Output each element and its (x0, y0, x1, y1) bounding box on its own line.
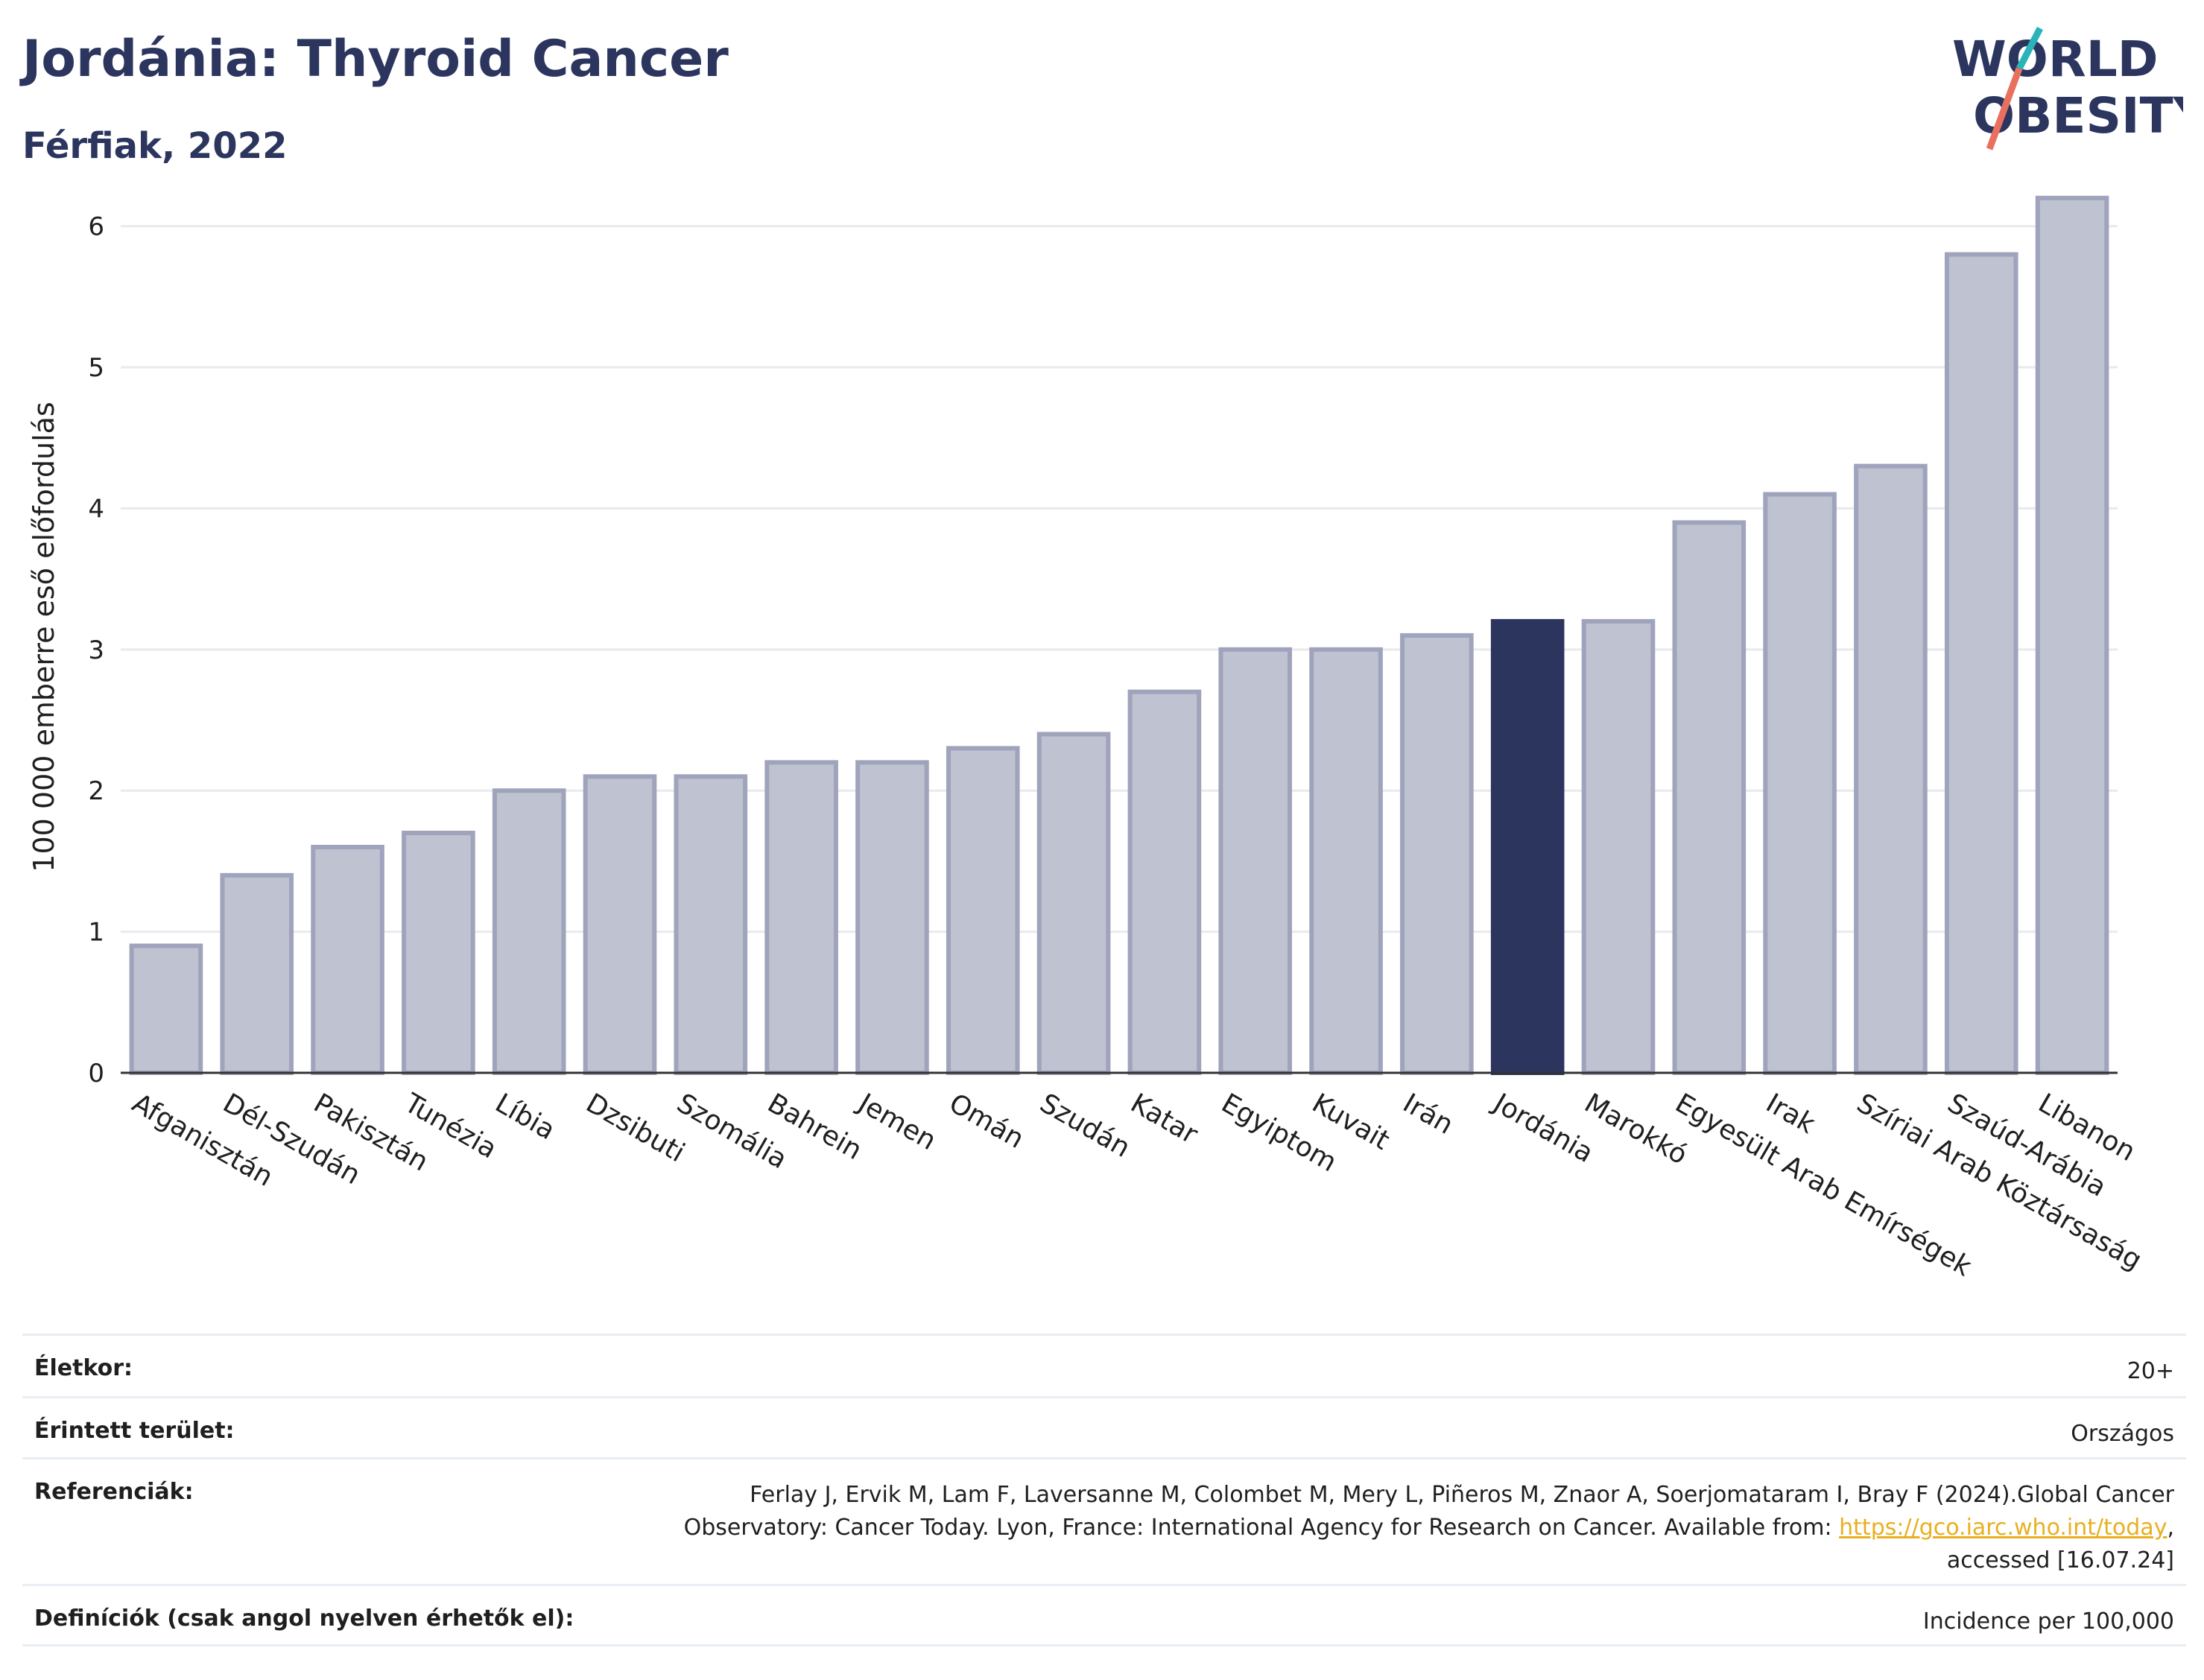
bar (1218, 647, 1293, 1075)
x-tick-label: Jordánia (1487, 1087, 1598, 1169)
info-row-area: Érintett terület: Országos (22, 1396, 2186, 1457)
bar (1036, 732, 1111, 1075)
logo-slash-teal (2016, 26, 2043, 71)
x-tick-label: Irán (1398, 1088, 1458, 1141)
x-tick-label: Jemen (852, 1087, 941, 1156)
info-row-references: Referenciák: Ferlay J, Ervik M, Lam F, L… (22, 1457, 2186, 1584)
bar (583, 774, 657, 1075)
info-label-references: Referenciák: (34, 1479, 194, 1505)
x-tick-label: Egyesült Arab Emírségek (1670, 1088, 1977, 1282)
logo-slash-coral (1986, 67, 2023, 150)
x-tick-label: Szudán (1035, 1088, 1136, 1164)
info-label-definitions: Definíciók (csak angol nyelven érhetők e… (34, 1605, 574, 1632)
bar (1581, 618, 1656, 1075)
bar (220, 872, 294, 1076)
y-axis-ticks: 0 1 2 3 4 5 6 (88, 212, 104, 1088)
x-axis-labels: AfganisztánDél-SzudánPakisztánTunéziaLíb… (127, 1087, 2147, 1282)
x-tick-label: Irak (1761, 1088, 1820, 1140)
info-value-age: 20+ (2127, 1358, 2174, 1384)
bar-highlight (1490, 618, 1565, 1075)
x-tick-label: Marokkó (1580, 1088, 1693, 1170)
y-tick-label: 6 (88, 212, 104, 242)
bar-chart: 0 1 2 3 4 5 6 AfganisztánDél-SzudánPakisztánTu… (28, 195, 2147, 1283)
bar (1944, 252, 2018, 1075)
info-row-definitions: Definíciók (csak angol nyelven érhetők e… (22, 1584, 2186, 1646)
info-value-definitions: Incidence per 100,000 (1922, 1608, 2174, 1635)
info-label-age: Életkor: (34, 1355, 133, 1381)
bar (1763, 492, 1837, 1075)
bar (1854, 463, 1928, 1075)
bar (764, 760, 838, 1075)
x-tick-label: Katar (1125, 1088, 1203, 1150)
y-tick-label: 4 (88, 494, 104, 524)
y-tick-label: 1 (88, 918, 104, 948)
page-subtitle: Férfiak, 2022 (22, 125, 288, 167)
reference-line-3: accessed [16.07.24] (1946, 1547, 2174, 1573)
y-tick-label: 0 (88, 1059, 104, 1088)
bar (1400, 633, 1474, 1075)
bar (402, 831, 475, 1075)
y-tick-label: 2 (88, 776, 104, 806)
y-tick-label: 5 (88, 353, 104, 383)
reference-line-1: Ferlay J, Ervik M, Lam F, Laversanne M, … (750, 1482, 2174, 1508)
info-table: Életkor: 20+ Érintett terület: Országos … (22, 1334, 2186, 1646)
x-tick-label: Dzsibuti (581, 1088, 690, 1168)
bar (946, 746, 1020, 1075)
info-row-age: Életkor: 20+ (22, 1334, 2186, 1396)
y-tick-label: 3 (88, 635, 104, 665)
x-tick-label: Omán (944, 1088, 1029, 1155)
reference-line-2: Observatory: Cancer Today. Lyon, France:… (683, 1515, 1840, 1541)
bar (674, 774, 748, 1075)
page-title: Jordánia: Thyroid Cancer (22, 30, 729, 89)
y-axis-label: 100 000 emberre eső előfordulás (28, 402, 60, 872)
bar (855, 760, 929, 1075)
bar (1672, 520, 1747, 1075)
info-value-area: Országos (2071, 1421, 2174, 1447)
bar (129, 943, 203, 1075)
bar (1127, 689, 1202, 1075)
logo-text-world: WORLD (1952, 31, 2159, 88)
reference-link[interactable]: https://gco.iarc.who.int/today (1839, 1515, 2167, 1541)
bar (2035, 195, 2109, 1075)
bar (311, 844, 384, 1076)
reference-line-2-end: , (2167, 1515, 2174, 1541)
bar (492, 788, 566, 1076)
world-obesity-logo: WORLD OBESITY (1952, 26, 2183, 150)
info-value-references: Ferlay J, Ervik M, Lam F, Laversanne M, … (684, 1479, 2174, 1577)
bars (129, 195, 2109, 1076)
bar (1309, 647, 1383, 1075)
info-label-area: Érintett terület: (34, 1418, 235, 1444)
